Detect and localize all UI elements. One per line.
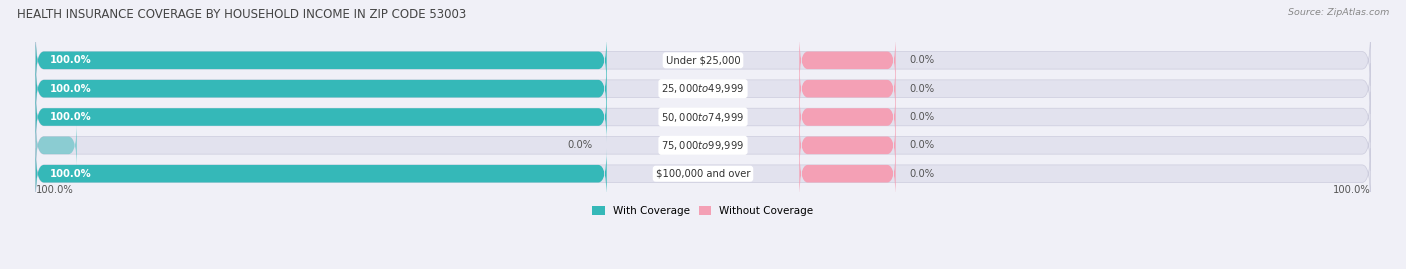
FancyBboxPatch shape (35, 35, 1371, 86)
FancyBboxPatch shape (800, 92, 896, 142)
Text: 0.0%: 0.0% (910, 169, 935, 179)
FancyBboxPatch shape (35, 92, 606, 142)
FancyBboxPatch shape (800, 63, 896, 114)
Text: 100.0%: 100.0% (49, 84, 91, 94)
Text: 0.0%: 0.0% (568, 140, 593, 150)
Text: $25,000 to $49,999: $25,000 to $49,999 (661, 82, 745, 95)
Text: 100.0%: 100.0% (49, 55, 91, 65)
FancyBboxPatch shape (800, 120, 896, 171)
Text: $50,000 to $74,999: $50,000 to $74,999 (661, 111, 745, 123)
Text: 0.0%: 0.0% (910, 140, 935, 150)
FancyBboxPatch shape (35, 120, 77, 171)
Text: 0.0%: 0.0% (910, 55, 935, 65)
Text: 0.0%: 0.0% (910, 112, 935, 122)
FancyBboxPatch shape (35, 63, 1371, 114)
FancyBboxPatch shape (35, 63, 606, 114)
Text: 100.0%: 100.0% (49, 112, 91, 122)
Text: Source: ZipAtlas.com: Source: ZipAtlas.com (1288, 8, 1389, 17)
FancyBboxPatch shape (35, 92, 1371, 142)
FancyBboxPatch shape (35, 120, 1371, 171)
Text: $100,000 and over: $100,000 and over (655, 169, 751, 179)
Text: $75,000 to $99,999: $75,000 to $99,999 (661, 139, 745, 152)
Text: 100.0%: 100.0% (35, 185, 73, 195)
FancyBboxPatch shape (800, 35, 896, 86)
Text: 100.0%: 100.0% (1333, 185, 1371, 195)
Text: 100.0%: 100.0% (49, 169, 91, 179)
FancyBboxPatch shape (35, 35, 606, 86)
FancyBboxPatch shape (800, 148, 896, 199)
Text: Under $25,000: Under $25,000 (665, 55, 741, 65)
FancyBboxPatch shape (35, 148, 1371, 199)
Text: HEALTH INSURANCE COVERAGE BY HOUSEHOLD INCOME IN ZIP CODE 53003: HEALTH INSURANCE COVERAGE BY HOUSEHOLD I… (17, 8, 467, 21)
Text: 0.0%: 0.0% (910, 84, 935, 94)
FancyBboxPatch shape (35, 148, 606, 199)
Legend: With Coverage, Without Coverage: With Coverage, Without Coverage (588, 202, 818, 220)
